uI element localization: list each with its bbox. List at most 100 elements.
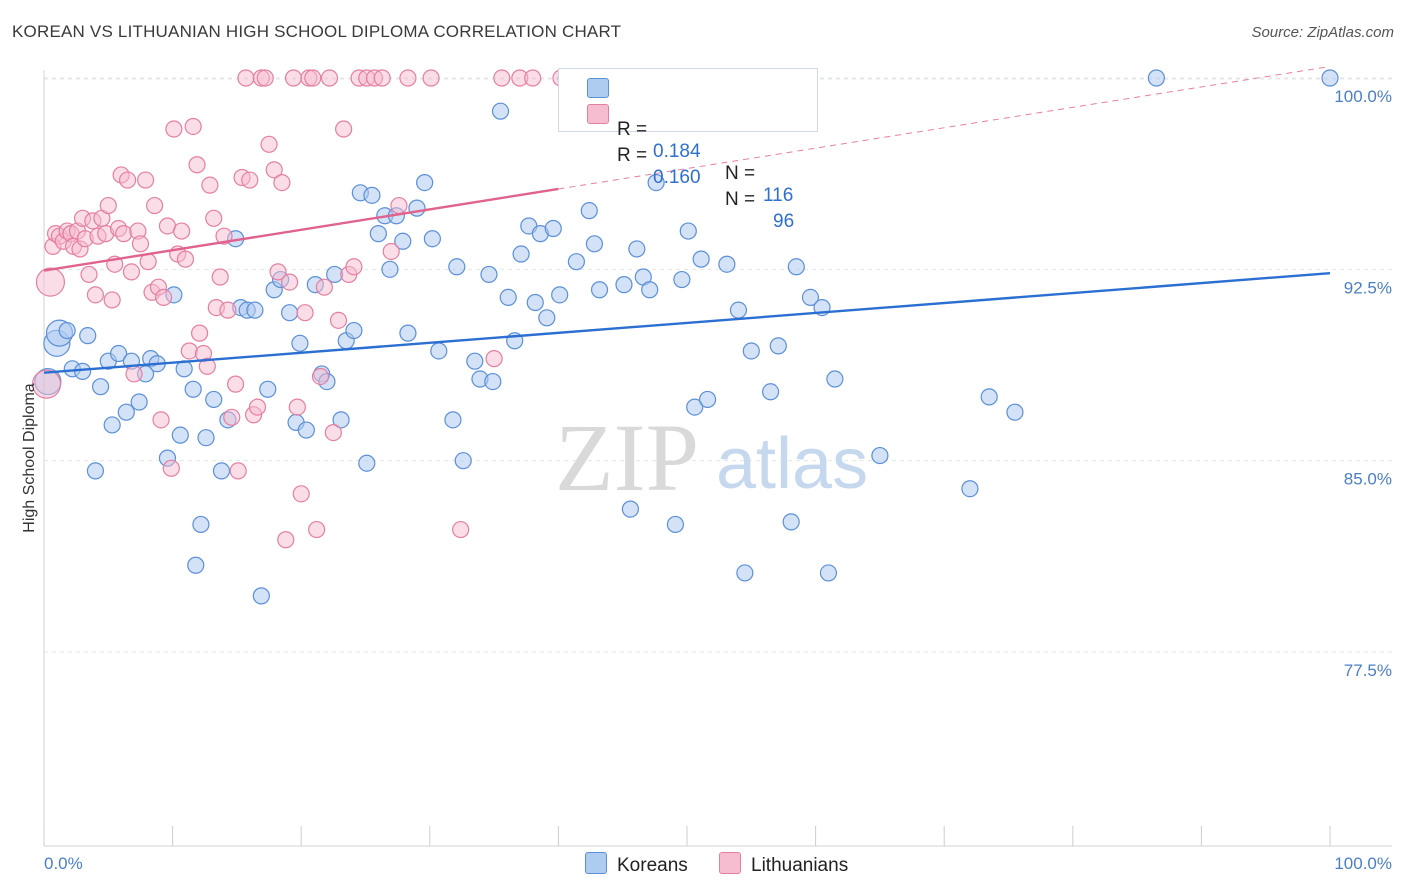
lithuanian-point	[227, 375, 245, 393]
korean-point	[79, 327, 97, 345]
lithuanian-point	[524, 69, 542, 87]
korean-r-label: R =	[617, 119, 653, 140]
legend-item-lithuanians: Lithuanians	[719, 852, 848, 877]
korean-point	[399, 324, 417, 342]
lithuanian-point	[184, 117, 202, 136]
lithuanian-point	[248, 398, 267, 416]
lithuanian-point	[260, 135, 278, 153]
lithuanian-point	[118, 171, 137, 189]
korean-point	[692, 250, 710, 268]
korean-point	[1321, 69, 1339, 87]
lithuanian-point	[485, 350, 503, 368]
lithuanian-point	[345, 258, 363, 276]
korean-swatch	[587, 78, 609, 98]
lithuanian-point	[162, 459, 180, 477]
grid-lines	[44, 77, 1392, 653]
korean-point	[736, 564, 754, 582]
korean-point	[729, 301, 748, 319]
korean-point	[130, 393, 148, 411]
lithuanian-point	[188, 156, 206, 174]
korean-point	[647, 173, 665, 192]
lithuanian-point	[308, 520, 326, 539]
korean-point	[109, 344, 128, 363]
korean-point	[73, 362, 92, 380]
korean-point	[103, 416, 121, 434]
lithuanian-n-value: 96	[773, 211, 795, 232]
lithuanian-point	[292, 485, 310, 503]
lithuanian-point	[288, 398, 306, 416]
lithuanian-point	[237, 69, 255, 87]
lithuanian-point	[115, 225, 133, 243]
korean-point	[381, 260, 399, 278]
lithuanian-point	[211, 268, 229, 286]
korean-n-value: 116	[763, 185, 794, 206]
lithuanian-point	[229, 462, 247, 480]
korean-point	[801, 288, 820, 306]
lithuanian-point	[311, 367, 330, 386]
korean-point	[499, 288, 517, 306]
korean-point	[416, 173, 434, 192]
lithuanian-point	[131, 235, 150, 253]
legend-item-koreans: Koreans	[585, 852, 688, 877]
korean-point	[205, 390, 223, 409]
lithuanian-point	[277, 531, 295, 549]
korean-point	[718, 255, 736, 273]
korean-point	[590, 281, 609, 299]
korean-point	[86, 462, 105, 480]
lithuanian-point	[201, 176, 219, 194]
korean-point	[761, 383, 780, 401]
korean-point	[491, 102, 510, 120]
korean-point	[544, 219, 562, 238]
lithuanian-n-label: N =	[725, 189, 761, 210]
lithuanian-point	[296, 304, 314, 322]
korean-point	[259, 380, 277, 398]
korean-point	[291, 334, 309, 352]
korean-point	[673, 270, 691, 289]
korean-point	[567, 253, 586, 271]
korean-point	[679, 222, 697, 240]
lithuanian-point	[335, 120, 353, 138]
korean-point	[621, 500, 640, 518]
korean-point	[538, 309, 556, 327]
korean-point	[184, 380, 202, 398]
lithuanian-point	[324, 424, 342, 442]
korean-point	[826, 370, 844, 388]
lithuanian-point	[269, 263, 287, 281]
lithuanian-point	[35, 267, 66, 297]
lithuanian-point	[165, 120, 183, 138]
lithuanian-point	[223, 408, 241, 426]
lithuanian-point	[103, 291, 121, 309]
korean-point	[408, 199, 426, 217]
y-axis-label: High School Diploma	[21, 383, 38, 533]
korean-point	[698, 390, 717, 409]
korean-point	[666, 515, 685, 534]
lithuanian-point	[281, 273, 299, 291]
lithuanian-point	[320, 69, 339, 87]
korean-point	[394, 232, 412, 250]
korean-point	[454, 452, 472, 470]
lithuanian-point	[452, 520, 470, 539]
korean-point	[252, 587, 270, 605]
korean-point	[281, 304, 299, 322]
korean-point	[628, 240, 646, 258]
korean-point	[819, 564, 838, 582]
korean-point	[961, 480, 979, 498]
y-tick-label-0: 77.5%	[1344, 661, 1392, 680]
lithuanian-point	[390, 196, 408, 215]
lithuanian-point	[265, 161, 283, 179]
korean-point	[466, 352, 484, 370]
korean-point	[1147, 69, 1165, 87]
korean-point	[742, 342, 760, 360]
korean-point	[1006, 403, 1024, 421]
lithuanians-legend-label: Lithuanians	[751, 855, 849, 876]
lithuanian-r-value: 0.160	[653, 167, 701, 188]
lithuanian-point	[152, 411, 170, 429]
lithuanian-point	[176, 250, 195, 268]
lithuanian-point	[219, 301, 237, 319]
koreans-legend-swatch	[585, 852, 607, 874]
korean-point	[58, 321, 76, 340]
korean-point	[787, 258, 805, 276]
korean-point	[423, 230, 441, 248]
korean-point	[171, 426, 189, 444]
lithuanian-point	[329, 311, 348, 329]
